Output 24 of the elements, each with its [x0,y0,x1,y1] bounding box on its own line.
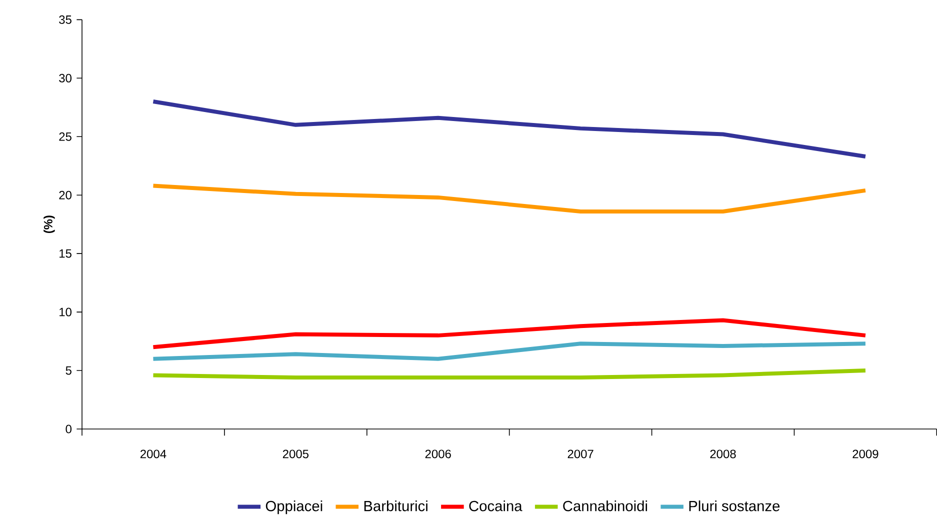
x-tick-label: 2007 [568,450,594,458]
y-tick-label: 25 [59,132,72,141]
x-tick-label: 2006 [425,450,451,458]
legend-label: Barbiturici [364,500,428,512]
legend-label: Pluri sostanze [689,500,780,512]
line-series [151,342,868,361]
legend-label: Cocaina [469,500,522,512]
y-tick-label: 10 [60,308,72,316]
y-tick-label: 15 [60,249,72,258]
x-tick-label: 2008 [710,450,736,458]
line-series [151,318,868,350]
line-series [151,184,868,214]
legend-label: Cannabinoidi [563,500,648,512]
y-tick-label: 5 [66,366,72,375]
y-tick-label: 35 [59,15,72,24]
legend-label: Oppiacei [266,500,322,514]
y-tick-label: 0 [66,424,72,434]
y-axis-title: (%) [44,216,55,234]
y-tick-label: 20 [59,190,72,200]
line-series [151,100,868,159]
x-tick-label: 2005 [282,450,309,458]
y-tick-label: 30 [59,74,72,82]
x-tick-label: 2009 [852,450,878,458]
x-tick-label: 2004 [140,450,166,458]
